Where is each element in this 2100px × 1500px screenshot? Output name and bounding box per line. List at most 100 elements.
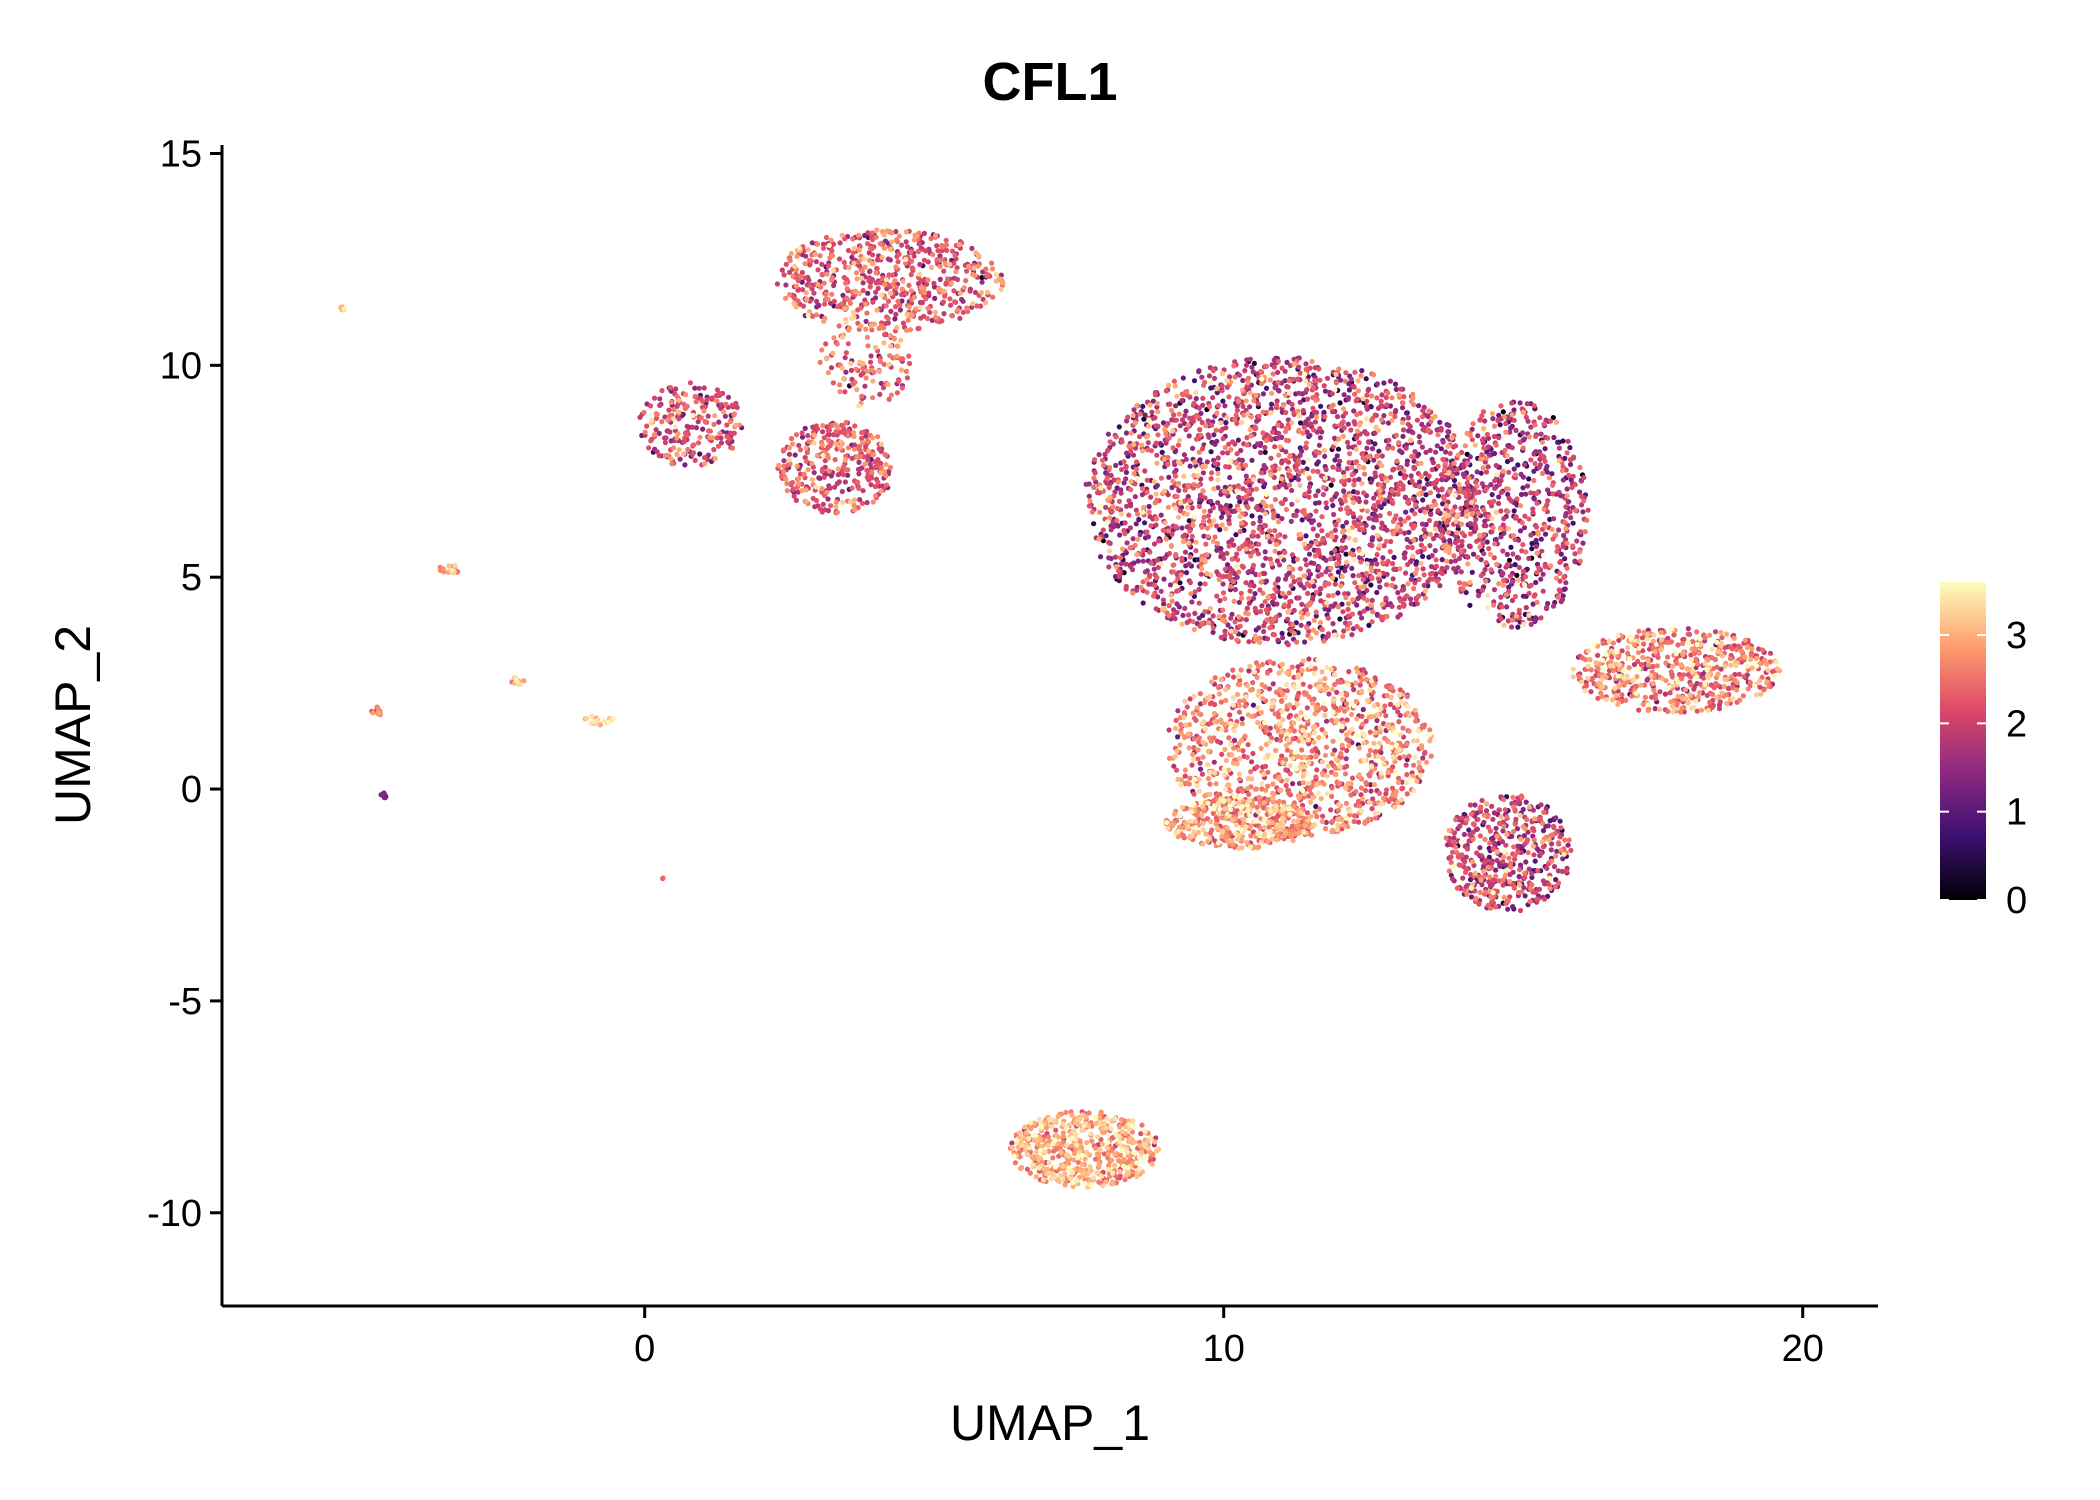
scatter-point xyxy=(1158,588,1164,594)
scatter-point xyxy=(1435,463,1441,469)
scatter-point xyxy=(1716,706,1722,712)
scatter-point xyxy=(1404,791,1410,797)
scatter-point xyxy=(1396,487,1402,493)
scatter-point xyxy=(1532,858,1538,864)
scatter-point xyxy=(1272,528,1278,534)
scatter-point xyxy=(1238,447,1244,454)
scatter-point xyxy=(1514,826,1521,832)
scatter-point xyxy=(1419,521,1426,527)
scatter-point xyxy=(1210,368,1216,374)
scatter-point xyxy=(867,359,874,365)
scatter-point xyxy=(1455,565,1461,571)
scatter-point xyxy=(1335,466,1341,472)
scatter-point xyxy=(1316,366,1322,372)
scatter-point xyxy=(1180,375,1186,381)
scatter-point xyxy=(1409,545,1415,551)
scatter-point xyxy=(1528,532,1534,538)
scatter-point xyxy=(1105,431,1111,437)
scatter-point xyxy=(1478,573,1484,579)
scatter-point xyxy=(1421,582,1427,589)
scatter-point xyxy=(1262,599,1268,605)
scatter-point xyxy=(1314,533,1320,539)
scatter-point xyxy=(1534,569,1540,576)
scatter-point xyxy=(1267,625,1273,631)
scatter-point xyxy=(816,475,822,481)
scatter-point xyxy=(1384,582,1390,588)
scatter-point xyxy=(1525,418,1531,424)
scatter-point xyxy=(1282,534,1288,540)
scatter-point xyxy=(1421,572,1427,578)
scatter-point xyxy=(872,295,879,301)
scatter-point xyxy=(1397,712,1403,719)
scatter-point xyxy=(1310,427,1317,433)
scatter-point xyxy=(1493,442,1499,448)
scatter-point xyxy=(904,375,911,381)
scatter-point xyxy=(815,267,821,273)
scatter-point xyxy=(1389,488,1395,494)
scatter-point xyxy=(1520,806,1526,813)
scatter-point xyxy=(1279,482,1285,488)
scatter-point xyxy=(821,474,827,480)
scatter-point xyxy=(1195,756,1201,762)
scatter-point xyxy=(1468,894,1475,900)
scatter-point xyxy=(1161,576,1167,582)
scatter-point xyxy=(1009,1140,1015,1146)
scatter-point xyxy=(1417,439,1423,445)
scatter-point xyxy=(1371,457,1377,463)
scatter-point xyxy=(1376,790,1383,797)
scatter-point xyxy=(1130,452,1137,458)
scatter-point xyxy=(1309,413,1315,419)
scatter-point xyxy=(1534,500,1540,506)
scatter-point xyxy=(1283,437,1290,443)
scatter-point xyxy=(1180,612,1186,619)
scatter-point xyxy=(1106,539,1112,546)
scatter-point xyxy=(1487,828,1493,834)
scatter-point xyxy=(1352,369,1358,375)
scatter-point xyxy=(1360,706,1366,713)
scatter-point xyxy=(1453,443,1459,449)
scatter-point xyxy=(1347,620,1353,626)
scatter-point xyxy=(1193,548,1199,554)
scatter-point xyxy=(1484,539,1490,545)
scatter-point xyxy=(1199,374,1205,380)
scatter-point xyxy=(1172,473,1179,479)
scatter-point xyxy=(1480,409,1487,415)
scatter-point xyxy=(1274,398,1280,404)
scatter-point xyxy=(1364,431,1370,437)
scatter-point xyxy=(702,418,708,425)
scatter-point xyxy=(1237,528,1243,535)
scatter-point xyxy=(820,501,826,507)
scatter-point xyxy=(1296,390,1302,396)
scatter-point xyxy=(1170,445,1176,451)
scatter-point xyxy=(1368,479,1374,485)
scatter-point xyxy=(1275,533,1281,539)
scatter-point xyxy=(1332,747,1338,753)
scatter-point xyxy=(1470,551,1477,557)
scatter-point xyxy=(1283,449,1289,455)
scatter-point xyxy=(1285,642,1291,648)
scatter-point xyxy=(1469,426,1475,432)
scatter-point xyxy=(949,313,955,319)
scatter-point xyxy=(1166,727,1172,733)
scatter-point xyxy=(1334,414,1341,420)
scatter-point xyxy=(859,430,865,436)
scatter-point xyxy=(1700,675,1707,681)
scatter-point xyxy=(1499,604,1505,610)
scatter-point xyxy=(1220,450,1226,456)
scatter-point xyxy=(1112,554,1119,560)
scatter-point xyxy=(1341,764,1347,771)
scatter-point xyxy=(1416,484,1423,490)
scatter-point xyxy=(1259,478,1265,484)
scatter-point xyxy=(1406,529,1412,535)
scatter-point xyxy=(1218,546,1224,552)
scatter-point xyxy=(718,440,725,446)
scatter-point xyxy=(1718,666,1724,672)
scatter-point xyxy=(979,275,985,281)
scatter-point xyxy=(1357,610,1363,616)
scatter-point xyxy=(1302,511,1308,517)
scatter-point xyxy=(1223,425,1229,431)
scatter-point xyxy=(1140,600,1146,606)
scatter-point xyxy=(1558,825,1564,831)
scatter-point xyxy=(1307,432,1313,438)
scatter-point xyxy=(1335,446,1342,452)
